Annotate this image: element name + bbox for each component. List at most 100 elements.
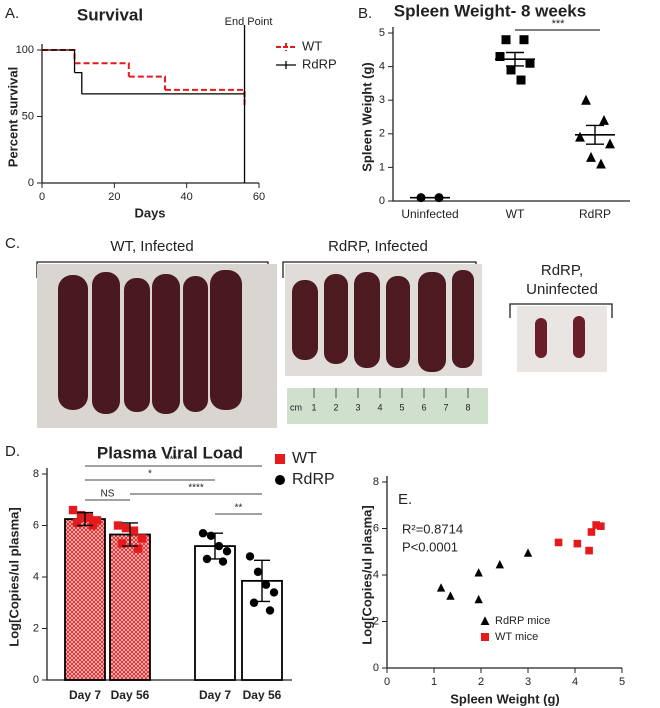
legend-label: WT mice — [495, 631, 538, 643]
significance-label: **** — [188, 483, 204, 494]
marker — [474, 568, 483, 577]
marker — [265, 606, 275, 615]
x-tick-label: 20 — [108, 191, 120, 203]
marker — [474, 594, 483, 604]
x-tick-label: Day 7 — [69, 688, 101, 702]
panel-label: A. — [5, 5, 19, 22]
spleen — [535, 318, 547, 358]
x-tick-label: Day 56 — [111, 688, 150, 702]
group-label: RdRP, Infected — [328, 238, 428, 255]
x-tick-label: WT — [506, 207, 525, 221]
bracket — [509, 303, 613, 318]
marker — [253, 567, 263, 577]
x-axis-label: Spleen Weight (g) — [450, 691, 560, 706]
survival-step — [128, 75, 166, 90]
marker — [198, 529, 208, 538]
x-tick-label: 3 — [525, 676, 531, 688]
x-tick-label: Uninfected — [401, 207, 458, 221]
survival-step — [74, 62, 130, 77]
significance-label: **** — [166, 455, 182, 466]
marker — [495, 559, 504, 569]
marker — [506, 65, 516, 75]
y-axis-label: Log[Copies/ul plasma] — [359, 505, 374, 644]
y-tick-label: 2 — [373, 615, 379, 627]
bar — [194, 545, 236, 681]
marker — [523, 548, 533, 557]
x-tick-label: 60 — [253, 191, 265, 203]
marker — [597, 522, 605, 530]
legend-line — [276, 61, 296, 69]
marker — [581, 94, 591, 105]
ruler-label: 3 — [355, 402, 360, 412]
x-tick-label: 2 — [478, 676, 484, 688]
y-tick-label: 8 — [373, 476, 379, 488]
marker — [269, 588, 279, 597]
error-bar — [586, 124, 604, 145]
marker — [446, 591, 455, 600]
y-tick-label: 0 — [373, 662, 379, 674]
panel-label: D. — [5, 443, 20, 460]
ruler-unit: cm — [290, 402, 302, 412]
marker — [137, 534, 147, 543]
marker — [275, 475, 285, 485]
x-tick-label: Day 56 — [243, 688, 282, 702]
x-tick-label: 0 — [39, 191, 45, 203]
marker — [214, 541, 224, 551]
survival-step — [42, 49, 76, 64]
panel-label: B. — [358, 5, 372, 22]
y-tick-label: 3 — [379, 94, 385, 106]
marker — [573, 539, 582, 548]
error-bar — [506, 51, 524, 67]
marker — [481, 633, 489, 641]
survival-step — [74, 71, 83, 94]
marker — [586, 151, 596, 162]
annotation: P<0.0001 — [402, 539, 458, 554]
marker — [133, 544, 143, 553]
marker — [68, 505, 78, 515]
marker — [525, 58, 535, 68]
y-tick-label: 0 — [33, 674, 39, 686]
significance-label: * — [148, 469, 152, 480]
photo — [517, 306, 607, 372]
y-tick-label: 4 — [379, 61, 385, 73]
ruler-label: 7 — [443, 402, 448, 412]
marker — [592, 521, 600, 529]
y-tick-label: 5 — [379, 27, 385, 39]
marker — [249, 598, 259, 607]
group-label: Uninfected — [526, 281, 598, 298]
marker — [519, 35, 529, 45]
marker — [275, 454, 285, 464]
legend-label: RdRP — [302, 56, 337, 71]
y-axis-label: Spleen Weight (g) — [359, 62, 374, 172]
y-tick-label: 2 — [33, 622, 39, 634]
marker — [436, 583, 446, 592]
survival-step — [42, 49, 76, 73]
y-tick-label: 0 — [379, 195, 385, 207]
y-axis-label: Percent survival — [5, 67, 20, 167]
spleens — [292, 270, 474, 372]
x-tick-label: 40 — [181, 191, 193, 203]
ruler-label: 1 — [311, 402, 316, 412]
ruler-label: 6 — [421, 402, 426, 412]
chart-title: Plasma Viral Load — [97, 443, 243, 462]
marker — [121, 523, 131, 533]
x-tick-label: Day 7 — [199, 688, 231, 702]
ruler-label: 8 — [465, 402, 470, 412]
y-tick-label: 100 — [16, 44, 34, 56]
y-tick-label: 0 — [28, 177, 34, 189]
marker — [261, 580, 271, 589]
legend-line — [276, 43, 296, 51]
marker — [605, 138, 615, 149]
y-tick-label: 2 — [379, 128, 385, 140]
marker — [92, 516, 102, 525]
legend-label: RdRP — [292, 471, 335, 488]
annotation: R²=0.8714 — [402, 521, 463, 536]
y-axis-label: Log[Copies/ul plasma] — [6, 507, 21, 646]
x-tick-label: RdRP — [579, 207, 611, 221]
spleens — [58, 270, 242, 414]
panel-label: C. — [5, 235, 20, 252]
significance-label: ** — [235, 503, 243, 514]
y-tick-label: 6 — [373, 522, 379, 534]
ruler-label: 2 — [333, 402, 338, 412]
